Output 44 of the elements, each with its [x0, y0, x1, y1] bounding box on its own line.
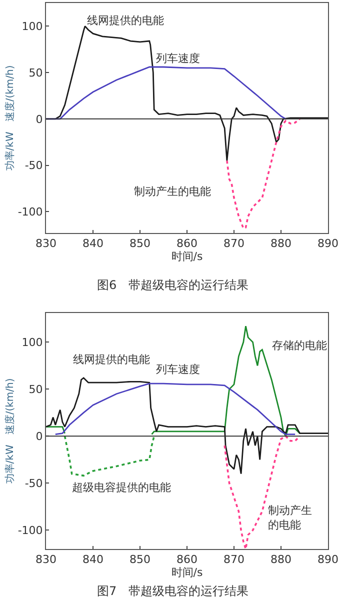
- x-tick-label: 830: [36, 237, 56, 250]
- y-tick-label: 100: [22, 20, 43, 34]
- y-tick-label: 100: [22, 336, 43, 349]
- x-tick-label: 840: [82, 237, 104, 250]
- line-series: [64, 435, 155, 477]
- y-axis-title: 功率/kW 速度/(km/h): [4, 65, 16, 171]
- line-series: [46, 66, 286, 120]
- y-tick-label: 0: [36, 112, 43, 126]
- x-tick-label: 880: [270, 553, 292, 566]
- y-tick-label: 50: [28, 66, 43, 80]
- series-label: 制动产生的电能: [134, 185, 211, 198]
- x-tick-label: 860: [176, 553, 198, 566]
- series-label: 超级电容提供的电能: [72, 481, 171, 494]
- x-tick-label: 870: [224, 237, 244, 250]
- text: 图6 带超级电容的运行结果: [97, 278, 249, 292]
- series-label: 列车速度: [156, 363, 200, 376]
- y-tick-label: -50: [24, 477, 43, 490]
- x-tick-label: 860: [176, 237, 198, 250]
- x-axis-title: 时间/s: [171, 566, 203, 580]
- x-tick-label: 840: [82, 553, 104, 566]
- x-tick-label: 830: [36, 553, 56, 566]
- line-series: [54, 382, 296, 435]
- series-label: 列车速度: [156, 52, 200, 65]
- line-series: [46, 377, 328, 474]
- series-label: 线网提供的电能: [73, 353, 150, 366]
- line-series: [224, 435, 301, 549]
- x-tick-label: 850: [130, 237, 150, 250]
- y-axis-title: 功率/kW 速度/(km/h): [4, 378, 16, 484]
- y-tick-label: -100: [18, 206, 43, 219]
- x-tick-label: 850: [130, 553, 150, 566]
- x-tick-label: 890: [318, 553, 338, 566]
- x-tick-label: 890: [318, 237, 338, 250]
- x-tick-label: 880: [270, 237, 292, 250]
- y-tick-label: 50: [28, 383, 43, 396]
- series-label: 制动产生的电能: [268, 504, 312, 532]
- y-tick-label: -100: [18, 524, 43, 538]
- line-series: [226, 118, 301, 230]
- series-label: 线网提供的电能: [87, 14, 164, 27]
- y-tick-label: -50: [24, 159, 43, 172]
- y-tick-label: 0: [36, 430, 43, 444]
- text: 图7 带超级电容的运行结果: [97, 584, 249, 598]
- x-axis-title: 时间/s: [171, 250, 203, 264]
- series-label: 存储的电能: [272, 339, 327, 352]
- x-tick-label: 870: [224, 553, 244, 566]
